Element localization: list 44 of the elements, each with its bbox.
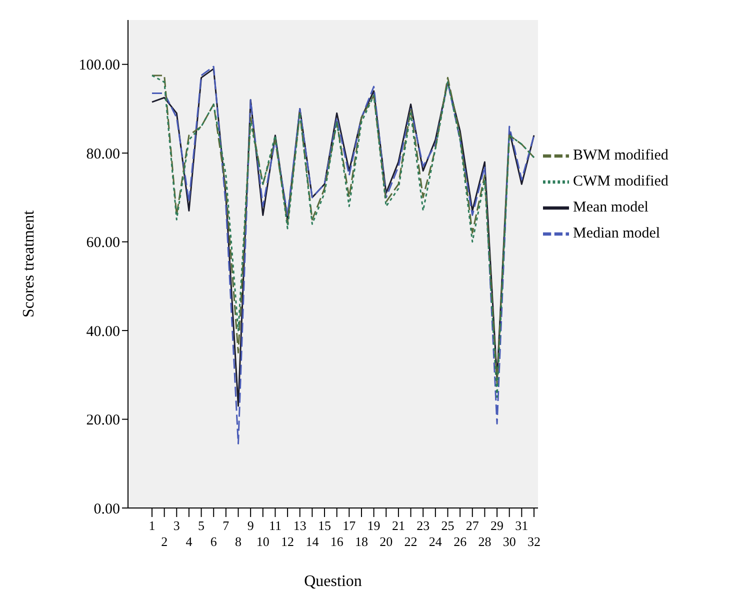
x-tick-label: 32 <box>528 534 540 549</box>
legend-label: BWM modified <box>573 147 668 164</box>
x-tick-label: 8 <box>235 534 242 549</box>
x-tick-label: 7 <box>222 518 230 533</box>
y-tick-label: 60.00 <box>86 235 120 252</box>
x-tick-label: 27 <box>466 518 480 533</box>
x-tick-label: 5 <box>198 518 205 533</box>
x-tick-label: 6 <box>210 534 218 549</box>
x-tick-label: 30 <box>502 534 516 549</box>
x-tick-label: 23 <box>416 518 430 533</box>
x-tick-label: 2 <box>161 534 168 549</box>
x-tick-label: 12 <box>281 534 294 549</box>
y-axis-title: Scores treatment <box>20 210 38 318</box>
x-tick-label: 1 <box>148 518 156 533</box>
x-tick-label: 9 <box>247 518 254 533</box>
legend-label: CWM modified <box>573 173 668 190</box>
x-axis-title: Question <box>304 573 362 590</box>
y-tick-label: 20.00 <box>86 412 120 429</box>
legend-label: Mean model <box>573 199 648 216</box>
x-tick-label: 3 <box>173 518 180 533</box>
x-tick-label: 19 <box>367 518 380 533</box>
x-tick-label: 13 <box>293 518 306 533</box>
x-tick-label: 17 <box>342 518 356 533</box>
x-tick-label: 29 <box>490 518 504 533</box>
x-tick-label: 4 <box>186 534 193 549</box>
x-tick-label: 22 <box>404 534 418 549</box>
x-tick-label: 25 <box>441 518 454 533</box>
x-tick-label: 10 <box>256 534 270 549</box>
y-tick-label: 80.00 <box>86 146 120 162</box>
x-tick-label: 28 <box>478 534 492 549</box>
x-tick-label: 26 <box>454 534 468 549</box>
x-tick-label: 14 <box>306 534 320 549</box>
x-tick-label: 16 <box>330 534 344 549</box>
x-tick-label: 20 <box>380 534 393 549</box>
x-tick-label: 18 <box>354 534 368 549</box>
y-tick-label: 40.00 <box>86 324 120 340</box>
y-tick-label: 0.00 <box>94 501 120 518</box>
x-tick-label: 11 <box>268 518 282 533</box>
legend-label: Median model <box>573 225 660 242</box>
x-tick-label: 21 <box>392 518 405 533</box>
x-tick-label: 24 <box>428 534 442 549</box>
y-tick-label: 100.00 <box>78 58 120 74</box>
x-tick-label: 31 <box>515 518 528 533</box>
x-tick-label: 15 <box>318 518 332 533</box>
